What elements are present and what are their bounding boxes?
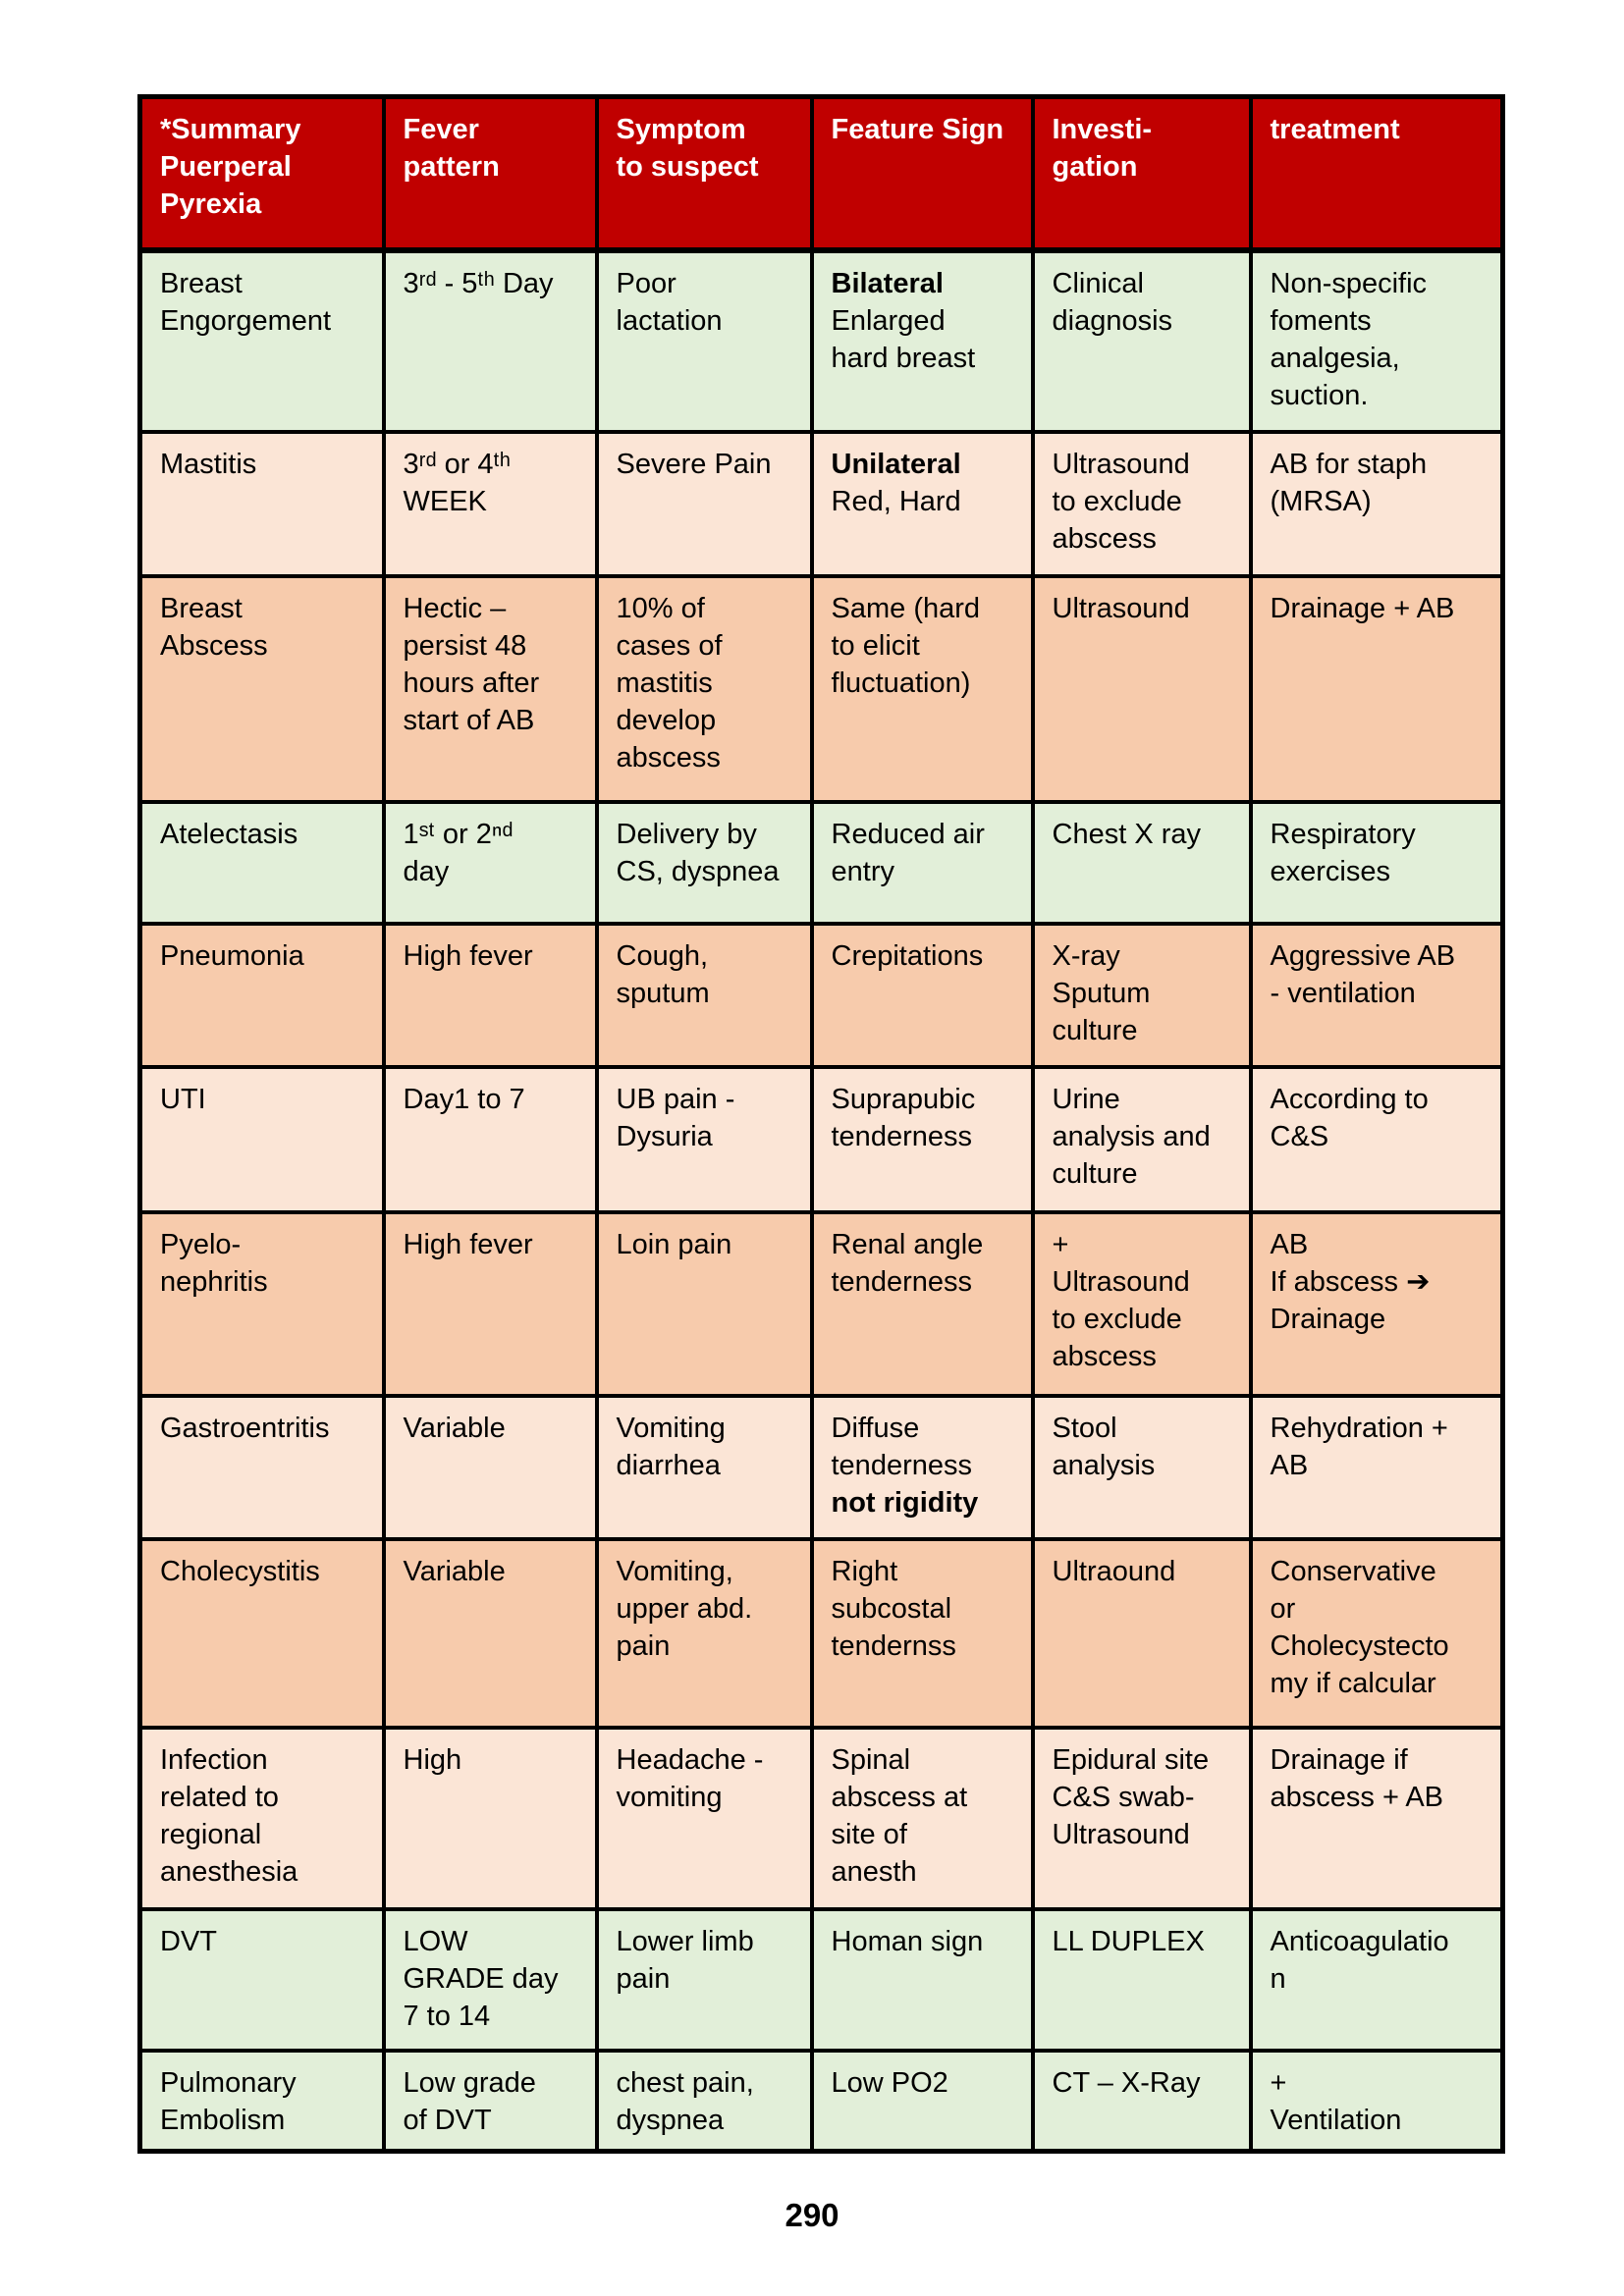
table-cell: Hectic – persist 48 hours after start of… [381, 573, 599, 804]
table-cell: Drainage + AB [1248, 573, 1505, 804]
table-cell: 3ʳᵈ - 5ᵗʰ Day [381, 247, 599, 434]
table-cell: Anticoagulatio n [1248, 1906, 1505, 2053]
table-cell: Loin pain [594, 1209, 814, 1398]
table-cell: AB for staph (MRSA) [1248, 429, 1505, 578]
table-cell: Severe Pain [594, 429, 814, 578]
table-cell: + Ventilation [1248, 2048, 1505, 2153]
table-row: Pneumonia High fever Cough, sputum Crepi… [137, 921, 1505, 1069]
table-cell: + Ultrasound to exclude abscess [1030, 1209, 1253, 1398]
table-cell: Suprapubic tenderness [809, 1064, 1035, 1214]
table-cell: Gastroentritis [137, 1393, 386, 1541]
table-cell: According to C&S [1248, 1064, 1505, 1214]
table-cell: DVT [137, 1906, 386, 2053]
header-row: *Summary Puerperal Pyrexia Fever pattern… [137, 94, 1505, 253]
table-cell: 10% of cases of mastitis develop abscess [594, 573, 814, 804]
column-header: Investi- gation [1030, 94, 1253, 253]
table-row: Cholecystitis Variable Vomiting, upper a… [137, 1536, 1505, 1730]
table-cell: Breast Engorgement [137, 247, 386, 434]
table-row: Breast Engorgement 3ʳᵈ - 5ᵗʰ Day Poor la… [137, 247, 1505, 434]
table-cell: UB pain - Dysuria [594, 1064, 814, 1214]
table-cell: Right subcostal tendernss [809, 1536, 1035, 1730]
table-row: Pyelo- nephritis High fever Loin pain Re… [137, 1209, 1505, 1398]
table-cell: Ultrasound [1030, 573, 1253, 804]
table-cell: High [381, 1725, 599, 1911]
table-cell: Non-specific foments analgesia, suction. [1248, 247, 1505, 434]
column-header: Feature Sign [809, 94, 1035, 253]
table-cell: Drainage if abscess + AB [1248, 1725, 1505, 1911]
column-header: *Summary Puerperal Pyrexia [137, 94, 386, 253]
table-cell: Cough, sputum [594, 921, 814, 1069]
table-cell: Ultrasound to exclude abscess [1030, 429, 1253, 578]
table-cell: Pulmonary Embolism [137, 2048, 386, 2153]
table-row: Breast Abscess Hectic – persist 48 hours… [137, 573, 1505, 804]
table-cell: Pneumonia [137, 921, 386, 1069]
table-cell: AB If abscess ➔ Drainage [1248, 1209, 1505, 1398]
table-cell: Vomiting, upper abd. pain [594, 1536, 814, 1730]
table-cell: Spinal abscess at site of anesth [809, 1725, 1035, 1911]
table-row: DVT LOW GRADE day 7 to 14 Lower limb pai… [137, 1906, 1505, 2053]
table-cell: Lower limb pain [594, 1906, 814, 2053]
table-cell: Vomiting diarrhea [594, 1393, 814, 1541]
table-cell: Low grade of DVT [381, 2048, 599, 2153]
table-cell: Cholecystitis [137, 1536, 386, 1730]
table-cell: Infection related to regional anesthesia [137, 1725, 386, 1911]
table-cell: Chest X ray [1030, 799, 1253, 926]
column-header: Symptom to suspect [594, 94, 814, 253]
table-cell: LOW GRADE day 7 to 14 [381, 1906, 599, 2053]
summary-table: *Summary Puerperal Pyrexia Fever pattern… [137, 94, 1505, 2154]
table-cell: chest pain, dyspnea [594, 2048, 814, 2153]
table-row: Infection related to regional anesthesia… [137, 1725, 1505, 1911]
table-cell: Homan sign [809, 1906, 1035, 2053]
table-cell: High fever [381, 921, 599, 1069]
table-cell: Atelectasis [137, 799, 386, 926]
table-cell: CT – X-Ray [1030, 2048, 1253, 2153]
table-cell: Mastitis [137, 429, 386, 578]
table-cell: Urine analysis and culture [1030, 1064, 1253, 1214]
table-cell: UTI [137, 1064, 386, 1214]
table-cell: Ultraound [1030, 1536, 1253, 1730]
table-row: UTI Day1 to 7 UB pain - Dysuria Suprapub… [137, 1064, 1505, 1214]
table-cell: Delivery by CS, dyspnea [594, 799, 814, 926]
table-cell: Epidural site C&S swab- Ultrasound [1030, 1725, 1253, 1911]
table-cell: Bilateral Enlarged hard breast [809, 247, 1035, 434]
table-row: Atelectasis 1ˢᵗ or 2ⁿᵈ day Delivery by C… [137, 799, 1505, 926]
table-cell: Unilateral Red, Hard [809, 429, 1035, 578]
table-cell: Variable [381, 1393, 599, 1541]
table-cell: Crepitations [809, 921, 1035, 1069]
table-cell: High fever [381, 1209, 599, 1398]
table-cell: Conservative or Cholecystecto my if calc… [1248, 1536, 1505, 1730]
table-cell: 1ˢᵗ or 2ⁿᵈ day [381, 799, 599, 926]
table-cell: Clinical diagnosis [1030, 247, 1253, 434]
table-cell: Low PO2 [809, 2048, 1035, 2153]
table-cell: Pyelo- nephritis [137, 1209, 386, 1398]
table-cell: LL DUPLEX [1030, 1906, 1253, 2053]
table-row: Gastroentritis Variable Vomiting diarrhe… [137, 1393, 1505, 1541]
table-row: Mastitis 3ʳᵈ or 4ᵗʰ WEEK Severe Pain Uni… [137, 429, 1505, 578]
table-cell: Headache - vomiting [594, 1725, 814, 1911]
table-cell: Renal angle tenderness [809, 1209, 1035, 1398]
table-cell: Respiratory exercises [1248, 799, 1505, 926]
table-cell: Diffuse tenderness not rigidity [809, 1393, 1035, 1541]
table-cell: Stool analysis [1030, 1393, 1253, 1541]
column-header: Fever pattern [381, 94, 599, 253]
table-cell: X-ray Sputum culture [1030, 921, 1253, 1069]
table-cell: Poor lactation [594, 247, 814, 434]
table-cell: Same (hard to elicit fluctuation) [809, 573, 1035, 804]
page-number: 290 [785, 2197, 839, 2233]
table-row: Pulmonary Embolism Low grade of DVT ches… [137, 2048, 1505, 2153]
table-cell: Breast Abscess [137, 573, 386, 804]
table-cell: Day1 to 7 [381, 1064, 599, 1214]
table-cell: Aggressive AB - ventilation [1248, 921, 1505, 1069]
table-cell: Variable [381, 1536, 599, 1730]
table-cell: Rehydration + AB [1248, 1393, 1505, 1541]
table-cell: 3ʳᵈ or 4ᵗʰ WEEK [381, 429, 599, 578]
column-header: treatment [1248, 94, 1505, 253]
table-cell: Reduced air entry [809, 799, 1035, 926]
